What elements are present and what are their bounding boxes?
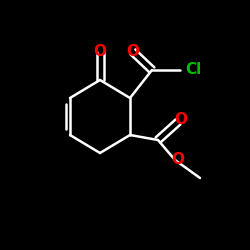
Text: Cl: Cl: [185, 62, 201, 78]
Text: O: O: [94, 44, 106, 60]
Text: O: O: [172, 152, 184, 168]
Text: O: O: [126, 44, 140, 60]
Text: O: O: [174, 112, 188, 128]
